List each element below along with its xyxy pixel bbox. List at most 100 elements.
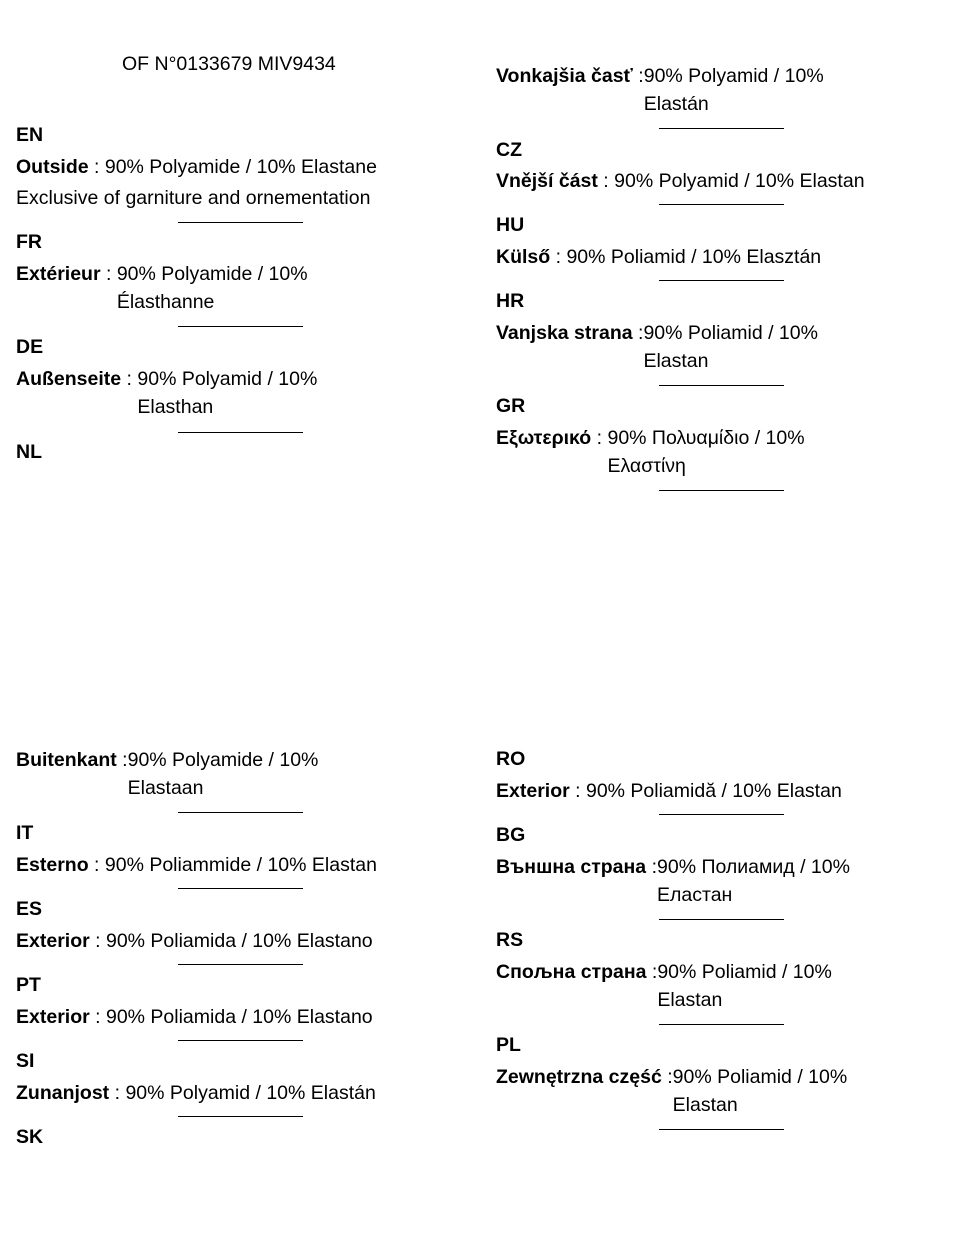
composition-value: 90% Poliamida / 10% Elastano <box>105 1006 373 1028</box>
label-separator: : <box>116 749 128 771</box>
composition-value-line-1: 90% Polyamide / 10% <box>116 263 308 285</box>
divider <box>178 326 303 327</box>
composition-value-line-2: Ελαστίνη <box>607 455 686 477</box>
composition-value-line-2: Elasthan <box>137 396 214 418</box>
lang-code-cz: CZ <box>496 139 522 161</box>
composition-value-line-2: Elastán <box>643 93 709 115</box>
composition-value: 90% Polyamide / 10% Elastaan <box>128 746 319 802</box>
composition-value: 90% Poliammide / 10% Elastan <box>104 854 377 876</box>
composition-value-line-1: 90% Poliamid / 10% <box>643 322 818 344</box>
divider <box>178 964 303 965</box>
divider <box>178 432 303 433</box>
composition-hr: Vanjska strana : 90% Poliamid / 10% Elast… <box>496 319 818 375</box>
exclusion-note: Exclusive of garniture and ornementation <box>16 187 371 209</box>
composition-label: Exterior <box>16 1006 90 1028</box>
divider <box>178 888 303 889</box>
composition-value: 90% Poliamidă / 10% Elastan <box>585 780 842 802</box>
composition-value-line-1: 90% Poliamid / 10% <box>657 961 832 983</box>
label-separator: : <box>88 854 105 876</box>
composition-value: 90% Полиамид / 10% Еластан <box>657 853 850 909</box>
composition-value-line-1: 90% Polyamid / 10% <box>643 65 824 87</box>
divider <box>178 1040 303 1041</box>
composition-value-line-1: 90% Полиамид / 10% <box>657 856 850 878</box>
lang-code-gr: GR <box>496 395 526 417</box>
label-separator: : <box>109 1082 126 1104</box>
divider <box>659 1024 784 1025</box>
composition-value-line-2: Elastan <box>672 1094 738 1116</box>
divider <box>659 204 784 205</box>
label-separator: : <box>597 170 615 192</box>
divider <box>178 222 303 223</box>
composition-label: Außenseite <box>16 368 122 390</box>
lang-code-de: DE <box>16 336 44 358</box>
composition-label: Exterior <box>496 780 570 802</box>
composition-value: 90% Πολυαμίδιο / 10% Ελαστίνη <box>607 424 804 480</box>
composition-label: Εξωτερικό <box>496 427 592 449</box>
lang-code-en: EN <box>16 124 44 146</box>
composition-cz: Vnější část : 90% Polyamid / 10% Elastan <box>496 167 865 195</box>
label-separator: : <box>632 65 644 87</box>
divider <box>659 1129 784 1130</box>
composition-value: 90% Poliamid / 10% Elasztán <box>566 246 822 268</box>
composition-rs: Спољна страна : 90% Poliamid / 10% Elasta… <box>496 958 832 1014</box>
label-separator: : <box>646 961 658 983</box>
composition-bg: Външна страна : 90% Полиамид / 10% Еласта… <box>496 853 850 909</box>
of-number: OF N°0133679 MIV9434 <box>122 53 336 75</box>
composition-value: 90% Poliamid / 10% Elastan <box>657 958 832 1014</box>
composition-value-line-2: Elastan <box>643 350 709 372</box>
lang-code-nl: NL <box>16 441 42 463</box>
composition-label: Външна страна <box>496 856 647 878</box>
composition-value-line-1: 90% Poliamid / 10% <box>672 1066 848 1088</box>
composition-value-line-2: Elastaan <box>127 777 204 799</box>
lang-code-hu: HU <box>496 214 525 236</box>
composition-label: Külső <box>496 246 551 268</box>
composition-value-line-1: 90% Πολυαμίδιο / 10% <box>607 427 805 449</box>
composition-nl: Buitenkant : 90% Polyamide / 10% Elastaan <box>16 746 318 802</box>
composition-value: 90% Polyamid / 10% Elasthan <box>137 365 317 421</box>
composition-pl: Zewnętrzna część : 90% Poliamid / 10% Ela… <box>496 1063 847 1119</box>
lang-code-rs: RS <box>496 929 524 951</box>
label-separator: : <box>89 930 106 952</box>
composition-label: Спољна страна <box>496 961 647 983</box>
composition-value: 90% Polyamid / 10% Elastán <box>644 62 824 118</box>
composition-value: 90% Poliamid / 10% Elastan <box>643 319 818 375</box>
divider <box>659 385 784 386</box>
composition-label: Buitenkant <box>16 749 117 771</box>
composition-value-line-2: Elastan <box>657 989 723 1011</box>
composition-value: 90% Poliamid / 10% Elastan <box>673 1063 848 1119</box>
label-separator: : <box>646 856 657 878</box>
lang-code-pt: PT <box>16 974 41 996</box>
composition-value: 90% Polyamide / 10% Elastane <box>104 156 377 178</box>
composition-value-line-2: Élasthanne <box>116 291 215 313</box>
label-separator: : <box>550 246 567 268</box>
label-separator: : <box>591 427 608 449</box>
divider <box>659 490 784 491</box>
composition-label: Vnější část <box>496 170 598 192</box>
divider <box>178 1116 303 1117</box>
composition-pt: Exterior : 90% Poliamida / 10% Elastano <box>16 1003 373 1031</box>
composition-label: Vanjska strana <box>496 322 633 344</box>
composition-ro: Exterior : 90% Poliamidă / 10% Elastan <box>496 777 842 805</box>
label-separator: : <box>100 263 117 285</box>
composition-es: Exterior : 90% Poliamida / 10% Elastano <box>16 927 373 955</box>
lang-code-pl: PL <box>496 1034 521 1056</box>
composition-value-line-1: 90% Polyamide / 10% <box>127 749 319 771</box>
lang-code-bg: BG <box>496 824 526 846</box>
composition-label: Outside <box>16 156 89 178</box>
composition-label: Exterior <box>16 930 90 952</box>
composition-value: 90% Polyamid / 10% Elastán <box>125 1082 376 1104</box>
composition-de: Außenseite : 90% Polyamid / 10% Elasthan <box>16 365 317 421</box>
label-separator: : <box>121 368 138 390</box>
composition-value-line-1: 90% Polyamid / 10% <box>137 368 318 390</box>
lang-code-fr: FR <box>16 231 42 253</box>
composition-en: Outside : 90% Polyamide / 10% Elastane <box>16 153 377 181</box>
divider <box>659 919 784 920</box>
label-separator: : <box>661 1066 673 1088</box>
lang-code-hr: HR <box>496 290 525 312</box>
lang-code-sk: SK <box>16 1126 44 1148</box>
composition-value-line-2: Еластан <box>657 884 733 906</box>
divider <box>659 280 784 281</box>
composition-si: Zunanjost : 90% Polyamid / 10% Elastán <box>16 1079 376 1107</box>
label-separator: : <box>569 780 586 802</box>
lang-code-it: IT <box>16 822 34 844</box>
